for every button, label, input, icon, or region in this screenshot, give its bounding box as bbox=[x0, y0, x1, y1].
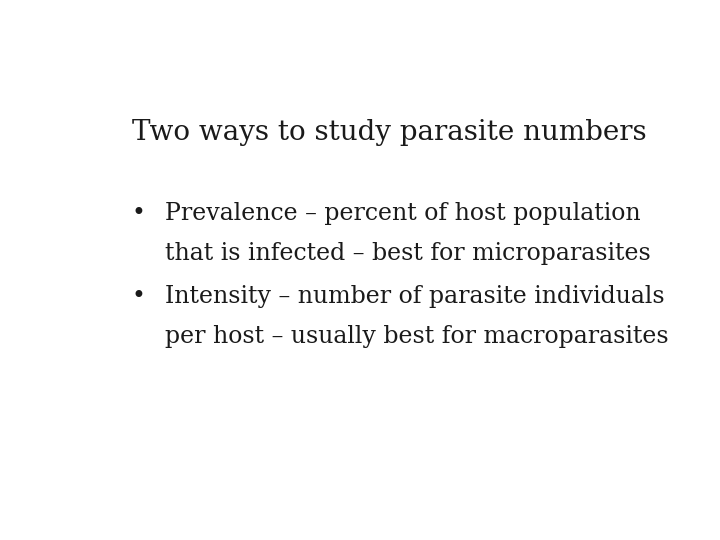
Text: Two ways to study parasite numbers: Two ways to study parasite numbers bbox=[132, 119, 647, 146]
Text: Prevalence – percent of host population: Prevalence – percent of host population bbox=[166, 202, 641, 225]
Text: Intensity – number of parasite individuals: Intensity – number of parasite individua… bbox=[166, 285, 665, 308]
Text: that is infected – best for microparasites: that is infected – best for microparasit… bbox=[166, 241, 651, 265]
Text: per host – usually best for macroparasites: per host – usually best for macroparasit… bbox=[166, 325, 669, 348]
Text: •: • bbox=[132, 202, 145, 225]
Text: •: • bbox=[132, 285, 145, 308]
